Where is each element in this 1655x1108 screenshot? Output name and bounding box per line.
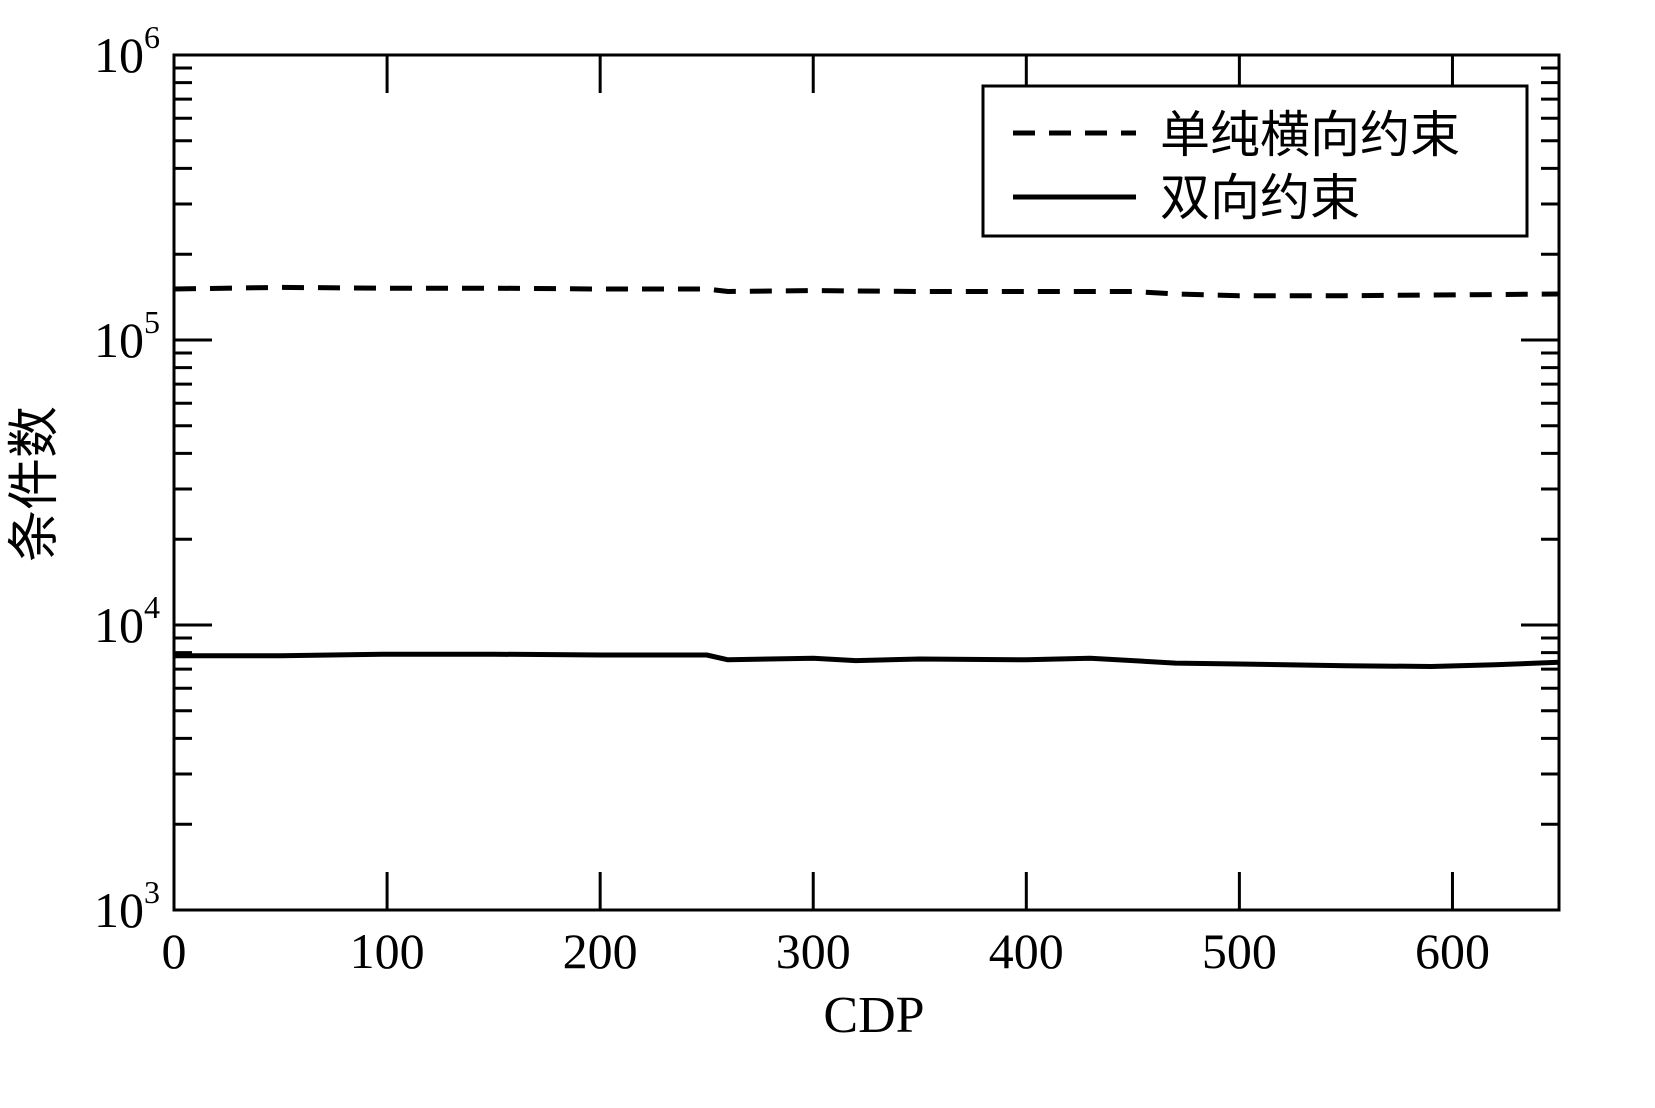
y-tick-label: 106 bbox=[94, 19, 160, 83]
legend-box bbox=[981, 84, 1529, 238]
x-tick-labels: 0 100 200 300 400 500 600 bbox=[162, 923, 1490, 979]
x-tick-label: 400 bbox=[989, 923, 1064, 979]
series-dashed-line bbox=[173, 284, 1560, 299]
y-tick-labels: 103 104 105 106 bbox=[94, 19, 160, 938]
legend-label-0: 单纯横向约束 bbox=[1160, 106, 1460, 164]
x-tick-label: 600 bbox=[1415, 923, 1490, 979]
x-tick-label: 500 bbox=[1202, 923, 1277, 979]
axis-ticks bbox=[174, 55, 1559, 910]
y-tick-label: 104 bbox=[94, 589, 160, 653]
y-tick-label: 105 bbox=[94, 304, 160, 368]
legend: 单纯横向约束 双向约束 bbox=[981, 84, 1529, 238]
series-solid-line bbox=[174, 651, 1560, 669]
x-tick-label: 0 bbox=[162, 923, 187, 979]
legend-label-1: 双向约束 bbox=[1160, 169, 1360, 227]
x-tick-label: 100 bbox=[350, 923, 425, 979]
y-tick-label: 103 bbox=[94, 874, 160, 938]
x-axis-title: CDP bbox=[823, 987, 924, 1044]
plot-frame bbox=[172, 53, 1561, 912]
y-axis-title: 条件数 bbox=[7, 406, 64, 562]
x-tick-label: 300 bbox=[776, 923, 851, 979]
x-tick-label: 200 bbox=[563, 923, 638, 979]
series-layer bbox=[173, 284, 1560, 669]
